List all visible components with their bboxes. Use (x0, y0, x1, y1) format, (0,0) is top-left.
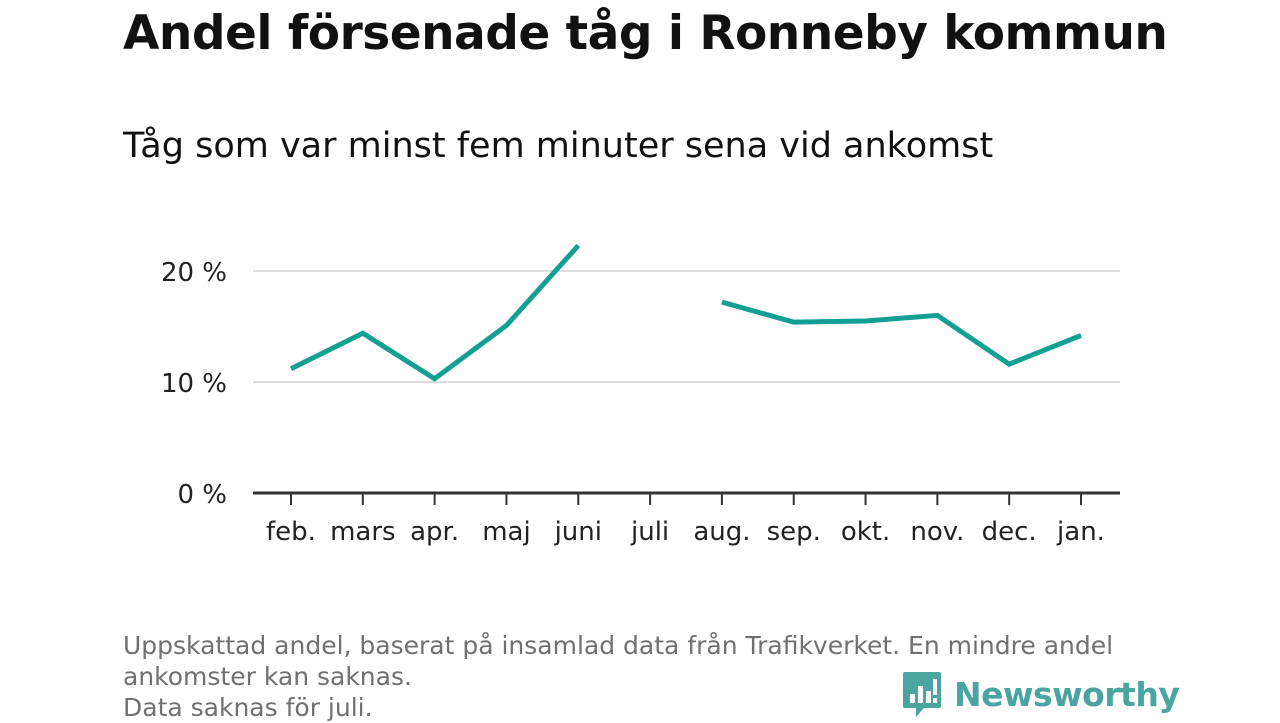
y-tick-label-0: 0 % (177, 480, 227, 510)
newsworthy-logo: Newsworthy (902, 670, 1180, 718)
x-tick-label-8: okt. (841, 517, 890, 547)
bar-chart-speech-bubble-icon (903, 672, 941, 717)
y-tick-label-20: 20 % (161, 258, 227, 288)
x-tick-label-2: apr. (410, 517, 459, 547)
x-tick-label-7: sep. (767, 517, 821, 547)
x-tick-label-9: nov. (910, 517, 964, 547)
x-tick-label-11: jan. (1056, 517, 1105, 547)
x-tick-label-5: juli (630, 517, 669, 547)
brand-name: Newsworthy (954, 674, 1180, 714)
footnote-line-3: Data saknas för juli. (123, 693, 373, 722)
x-tick-label-1: mars (330, 517, 396, 547)
y-tick-label-10: 10 % (161, 369, 227, 399)
series-line-0-segment-0 (289, 243, 581, 382)
x-tick-label-4: juni (554, 517, 602, 547)
footnote-line-2: ankomster kan saknas. (123, 662, 412, 691)
x-tick-label-0: feb. (266, 517, 316, 547)
x-tick-label-6: aug. (693, 517, 750, 547)
line-chart: 0 % 10 % 20 % feb. mars apr. maj juni juli aug. se… (161, 243, 1120, 547)
footnote-line-1: Uppskattad andel, baserat på insamlad da… (123, 631, 1114, 660)
chart-title: Andel försenade tåg i Ronneby kommun (123, 6, 1168, 61)
footnote: Uppskattad andel, baserat på insamlad da… (123, 630, 1153, 723)
x-tick-label-10: dec. (982, 517, 1037, 547)
chart-subtitle: Tåg som var minst fem minuter sena vid a… (123, 126, 994, 166)
x-tick-label-3: maj (482, 517, 530, 547)
series-line-0-segment-1 (721, 299, 1082, 368)
